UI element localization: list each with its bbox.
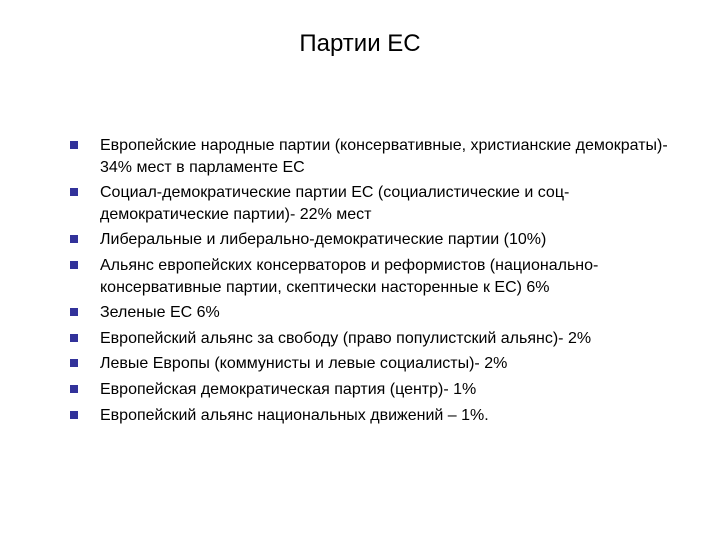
list-item-text: Европейские народные партии (консерватив… bbox=[100, 135, 680, 178]
list-item: Левые Европы (коммунисты и левые социали… bbox=[70, 353, 680, 375]
list-item: Альянс европейских консерваторов и рефор… bbox=[70, 255, 680, 298]
list-item-text: Социал-демократические партии ЕС (социал… bbox=[100, 182, 680, 225]
bullet-icon bbox=[70, 308, 78, 316]
list-item: Европейский альянс за свободу (право поп… bbox=[70, 328, 680, 350]
slide-title: Партии ЕС bbox=[0, 30, 720, 58]
list-item: Европейские народные партии (консерватив… bbox=[70, 135, 680, 178]
slide: Партии ЕС Европейские народные партии (к… bbox=[0, 0, 720, 540]
bullet-icon bbox=[70, 334, 78, 342]
bullet-icon bbox=[70, 141, 78, 149]
list-item: Европейская демократическая партия (цент… bbox=[70, 379, 680, 401]
bullet-icon bbox=[70, 411, 78, 419]
bullet-list: Европейские народные партии (консерватив… bbox=[70, 135, 680, 430]
list-item-text: Левые Европы (коммунисты и левые социали… bbox=[100, 353, 680, 375]
list-item-text: Европейский альянс за свободу (право поп… bbox=[100, 328, 680, 350]
bullet-icon bbox=[70, 359, 78, 367]
list-item: Европейский альянс национальных движений… bbox=[70, 405, 680, 427]
bullet-icon bbox=[70, 235, 78, 243]
list-item: Социал-демократические партии ЕС (социал… bbox=[70, 182, 680, 225]
list-item: Зеленые ЕС 6% bbox=[70, 302, 680, 324]
bullet-icon bbox=[70, 385, 78, 393]
list-item-text: Альянс европейских консерваторов и рефор… bbox=[100, 255, 680, 298]
list-item: Либеральные и либерально-демократические… bbox=[70, 229, 680, 251]
list-item-text: Европейская демократическая партия (цент… bbox=[100, 379, 680, 401]
list-item-text: Либеральные и либерально-демократические… bbox=[100, 229, 680, 251]
bullet-icon bbox=[70, 261, 78, 269]
list-item-text: Европейский альянс национальных движений… bbox=[100, 405, 680, 427]
list-item-text: Зеленые ЕС 6% bbox=[100, 302, 680, 324]
bullet-icon bbox=[70, 188, 78, 196]
